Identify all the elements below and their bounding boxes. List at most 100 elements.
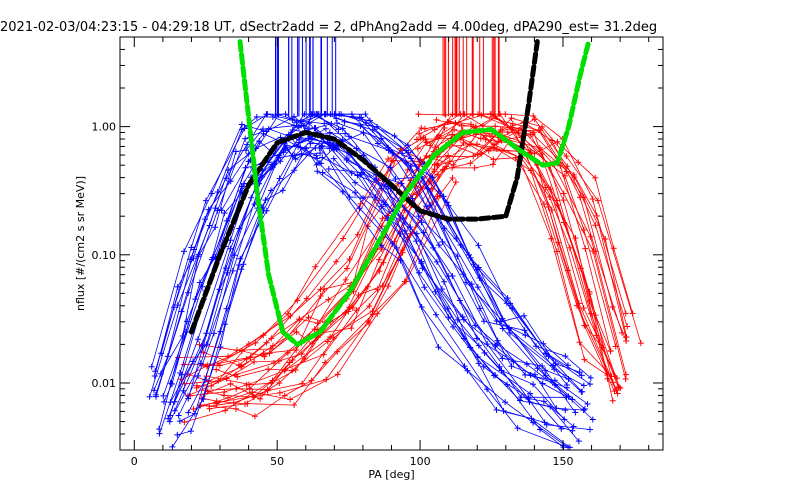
profile-line bbox=[155, 140, 318, 397]
plus-marker bbox=[266, 350, 273, 357]
profile-line bbox=[163, 147, 316, 402]
plus-marker bbox=[430, 244, 437, 251]
plus-marker bbox=[261, 353, 268, 360]
plus-marker bbox=[493, 406, 500, 413]
plus-marker bbox=[187, 428, 194, 435]
plus-marker bbox=[474, 284, 481, 291]
plus-marker bbox=[387, 164, 394, 171]
plus-marker bbox=[317, 150, 324, 157]
plus-marker bbox=[389, 150, 396, 157]
plus-marker bbox=[413, 230, 420, 237]
plus-marker bbox=[385, 283, 392, 290]
plus-marker bbox=[392, 176, 399, 183]
plus-marker bbox=[326, 145, 333, 152]
plus-marker bbox=[531, 116, 538, 123]
plus-marker bbox=[214, 189, 221, 196]
plus-marker bbox=[237, 255, 244, 262]
plus-marker bbox=[187, 256, 194, 263]
plus-marker bbox=[541, 419, 548, 426]
profile-line bbox=[340, 113, 592, 379]
plus-marker bbox=[401, 278, 408, 285]
plus-marker bbox=[478, 150, 485, 157]
plus-marker bbox=[334, 371, 341, 378]
plus-marker bbox=[327, 141, 334, 148]
plus-marker bbox=[319, 169, 326, 176]
plus-marker bbox=[500, 407, 507, 414]
plus-marker bbox=[360, 129, 367, 136]
plus-marker bbox=[610, 245, 617, 252]
plus-marker bbox=[586, 426, 593, 433]
plus-marker bbox=[169, 381, 176, 388]
plus-marker bbox=[580, 407, 587, 414]
profile-line bbox=[179, 134, 335, 422]
plus-marker bbox=[449, 131, 456, 138]
plus-marker bbox=[331, 111, 338, 118]
plus-marker bbox=[236, 261, 243, 268]
plus-marker bbox=[570, 423, 577, 430]
plus-marker bbox=[548, 137, 555, 144]
plus-marker bbox=[380, 199, 387, 206]
axes: 0 50 100 150 0.01 0.10 1.00 bbox=[92, 36, 663, 468]
plus-marker bbox=[188, 244, 195, 251]
plus-marker bbox=[491, 144, 498, 151]
plus-marker bbox=[325, 296, 332, 303]
plus-marker bbox=[385, 155, 392, 162]
plus-marker bbox=[477, 135, 484, 142]
plus-marker bbox=[531, 150, 538, 157]
plus-marker bbox=[530, 112, 537, 119]
plus-marker bbox=[502, 399, 509, 406]
plus-marker bbox=[569, 396, 576, 403]
plus-marker bbox=[366, 303, 373, 310]
plus-marker bbox=[252, 339, 259, 346]
plus-marker bbox=[415, 213, 422, 220]
plus-marker bbox=[558, 425, 565, 432]
plus-marker bbox=[586, 381, 593, 388]
fit-curves bbox=[188, 39, 592, 347]
green-fit-curve bbox=[237, 39, 592, 347]
plus-marker bbox=[553, 405, 560, 412]
plus-marker bbox=[229, 267, 236, 274]
profile-line bbox=[418, 113, 603, 348]
plus-marker bbox=[335, 126, 342, 133]
plus-marker bbox=[468, 281, 475, 288]
plus-marker bbox=[408, 155, 415, 162]
plus-marker bbox=[492, 123, 499, 130]
plus-marker bbox=[221, 210, 228, 217]
plus-marker bbox=[251, 358, 258, 365]
plus-marker bbox=[442, 111, 449, 118]
plus-marker bbox=[276, 389, 283, 396]
plus-marker bbox=[385, 144, 392, 151]
plus-marker bbox=[482, 136, 489, 143]
plus-marker bbox=[504, 295, 511, 302]
plus-marker bbox=[222, 265, 229, 272]
plus-marker bbox=[413, 238, 420, 245]
plus-marker bbox=[415, 111, 422, 118]
profile-line bbox=[183, 137, 424, 365]
plus-marker bbox=[552, 382, 559, 389]
plus-marker bbox=[587, 374, 594, 381]
plus-marker bbox=[356, 114, 363, 121]
plus-marker bbox=[460, 111, 467, 118]
plus-marker bbox=[238, 266, 245, 273]
plus-marker bbox=[439, 238, 446, 245]
plus-marker bbox=[582, 245, 589, 252]
plus-marker bbox=[530, 381, 537, 388]
plus-marker bbox=[471, 164, 478, 171]
plus-marker bbox=[324, 338, 331, 345]
plus-marker bbox=[480, 363, 487, 370]
plus-marker bbox=[619, 329, 626, 336]
plus-marker bbox=[348, 325, 355, 332]
plus-marker bbox=[487, 145, 494, 152]
plus-marker bbox=[146, 393, 153, 400]
plus-marker bbox=[352, 189, 359, 196]
plus-marker bbox=[314, 155, 321, 162]
plus-marker bbox=[217, 343, 224, 350]
plus-marker bbox=[570, 171, 577, 178]
plus-marker bbox=[279, 187, 286, 194]
plus-marker bbox=[299, 380, 306, 387]
plus-marker bbox=[432, 288, 439, 295]
plus-marker bbox=[586, 290, 593, 297]
plus-marker bbox=[622, 310, 629, 317]
plus-marker bbox=[572, 409, 579, 416]
plus-marker bbox=[276, 380, 283, 387]
